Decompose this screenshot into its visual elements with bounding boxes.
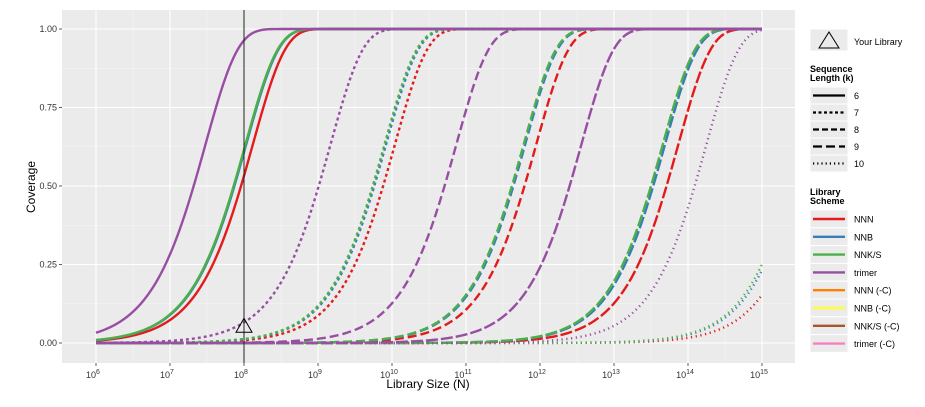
legend-length-label: 9 [854,142,859,152]
x-tick-label: 107 [160,369,174,380]
y-axis: 0.00 0.25 0.50 0.75 1.00 [39,24,62,348]
legend-length-label: 8 [854,125,859,135]
legend-scheme-label: trimer [854,268,877,278]
legend-length-title: Sequence [810,64,853,74]
legend-triangle-icon [818,31,840,49]
x-tick-label: 1013 [602,369,620,380]
y-axis-title: Coverage [24,161,38,213]
legend-scheme-label: NNN [854,215,874,225]
legend-scheme-label: trimer (-C) [854,339,895,349]
legend-length-label: 7 [854,108,859,118]
legend-your-library-label: Your Library [854,37,903,47]
x-tick-label: 1012 [528,369,546,380]
y-tick-label: 0.50 [39,181,57,191]
x-tick-label: 1010 [380,369,398,380]
legend-scheme-label: NNK/S (-C) [854,321,900,331]
legend-scheme-label: NNB [854,232,873,242]
x-tick-label: 1014 [676,369,694,380]
y-tick-label: 0.75 [39,103,57,113]
series-layer [95,27,764,345]
x-tick-label: 109 [308,369,322,380]
x-axis: 106 107 108 109 1010 1011 1012 1013 1014 1015 [86,363,768,380]
x-tick-label: 1015 [750,369,768,380]
legend-scheme-label: NNK/S [854,250,882,260]
legend-length-label: 10 [854,159,864,169]
your-library-triangle-icon [235,317,253,333]
legend-scheme-title: Scheme [810,196,845,206]
legend-scheme-title: Library [810,187,841,197]
series-line [96,28,763,345]
x-tick-label: 108 [234,369,248,380]
y-tick-label: 1.00 [39,24,57,34]
legend-key-length [809,154,849,173]
x-axis-title: Library Size (N) [386,377,469,391]
legend-length-label: 6 [854,91,859,101]
y-tick-label: 0.25 [39,260,57,270]
legend-scheme-label: NNN (-C) [854,286,892,296]
x-tick-label: 106 [86,369,100,380]
legend-key-your-library [809,28,849,52]
y-tick-label: 0.00 [39,338,57,348]
legend-scheme-label: NNB (-C) [854,304,891,314]
legend-length-title: Length (k) [810,73,854,83]
x-tick-label: 1011 [454,369,471,380]
marker-layer [235,10,253,363]
